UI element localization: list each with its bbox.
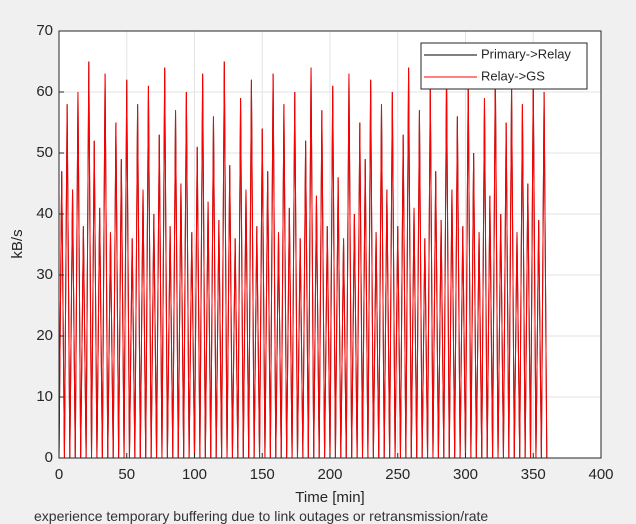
y-tick-label: 60	[36, 83, 53, 100]
y-tick-label: 70	[36, 22, 53, 39]
legend-label: Primary->Relay	[481, 46, 571, 61]
y-tick-label: 50	[36, 144, 53, 161]
legend-label: Relay->GS	[481, 68, 545, 83]
x-tick-label: 0	[55, 466, 63, 483]
x-tick-label: 250	[385, 466, 410, 483]
y-tick-label: 0	[45, 449, 53, 466]
x-tick-label: 100	[182, 466, 207, 483]
x-tick-label: 50	[118, 466, 135, 483]
y-tick-label: 40	[36, 205, 53, 222]
y-axis-label: kB/s	[9, 229, 26, 258]
x-tick-label: 350	[521, 466, 546, 483]
x-axis-label: Time [min]	[295, 489, 364, 506]
axes-box	[58, 30, 602, 459]
x-tick-label: 300	[453, 466, 478, 483]
x-tick-label: 200	[317, 466, 342, 483]
x-tick-label: 150	[250, 466, 275, 483]
x-tick-label: 400	[588, 466, 613, 483]
y-tick-label: 30	[36, 266, 53, 283]
legend-box	[420, 42, 588, 90]
y-tick-label: 10	[36, 388, 53, 405]
caption: experience temporary buffering due to li…	[34, 508, 489, 524]
y-tick-label: 20	[36, 327, 53, 344]
